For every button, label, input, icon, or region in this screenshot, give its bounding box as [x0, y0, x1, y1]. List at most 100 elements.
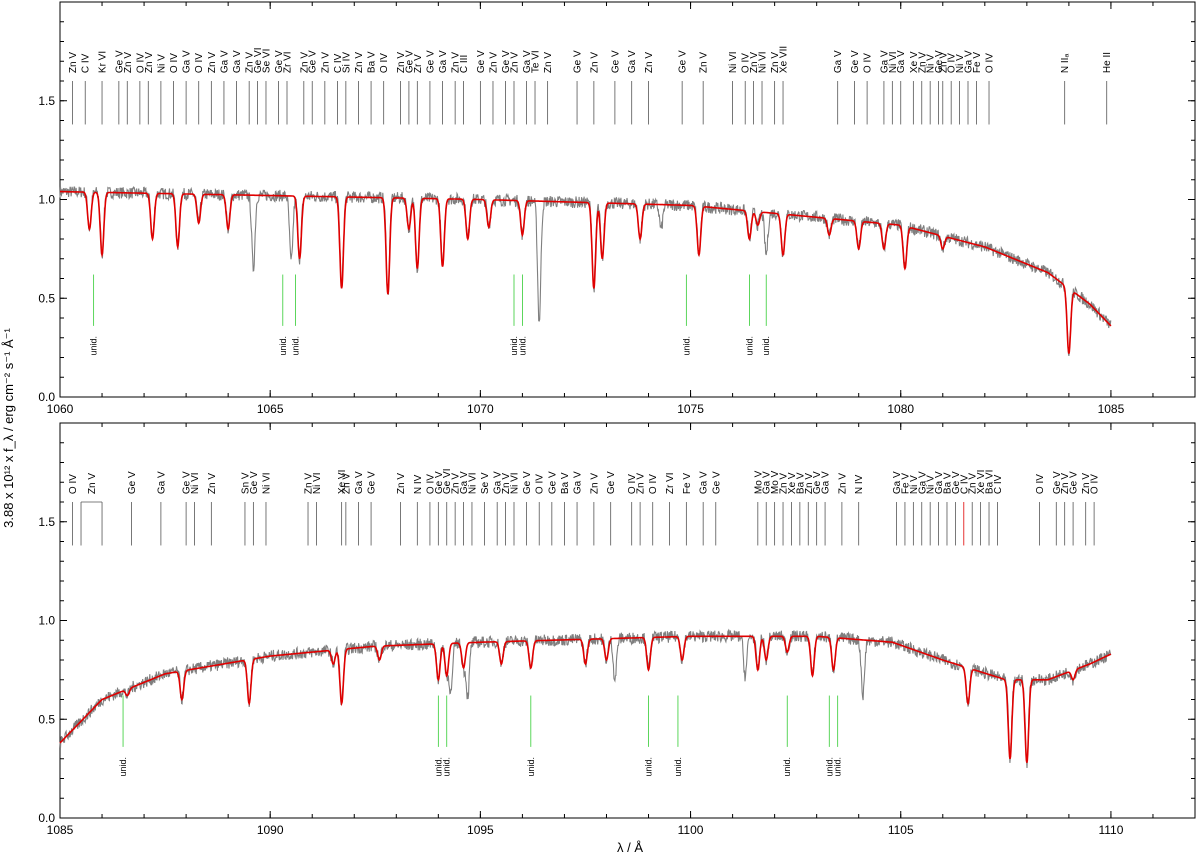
- unid-label: unid.: [681, 336, 691, 356]
- line-id-label: Ge V: [501, 50, 512, 73]
- unid-label: unid.: [509, 336, 519, 356]
- line-id-label: Ge V: [951, 471, 962, 494]
- x-tick-label: 1085: [47, 823, 74, 837]
- line-id-label: Ga V: [182, 50, 193, 73]
- unid-label: unid.: [517, 336, 527, 356]
- line-id-label: Zn V: [489, 52, 500, 73]
- line-id-label: Ga V: [438, 50, 449, 73]
- line-id-label: Zn V: [396, 52, 407, 73]
- line-id-label: Ba V: [367, 51, 378, 73]
- line-id-label: Ga V: [964, 50, 975, 73]
- unid-label: unid.: [89, 336, 99, 356]
- line-id-label: Zn V: [501, 473, 512, 494]
- line-id-label: He II: [1102, 52, 1113, 73]
- x-tick-label: 1090: [257, 823, 284, 837]
- line-id-label: Ge V: [606, 471, 617, 494]
- line-id-label: Ge V: [404, 50, 415, 73]
- line-id-label: Ni V: [926, 54, 937, 73]
- unid-label: unid.: [761, 336, 771, 356]
- unid-label: unid.: [118, 757, 128, 777]
- unid-label: unid.: [290, 336, 300, 356]
- model-spectrum-line: [59, 635, 1112, 763]
- line-id-label: Zn V: [968, 473, 979, 494]
- line-id-label: Se V: [480, 472, 491, 494]
- line-id-label: Ge VI: [442, 469, 453, 495]
- line-id-label: Ni VI: [312, 472, 323, 494]
- line-id-label: Zr VI: [665, 472, 676, 494]
- line-id-label: Ge V: [547, 471, 558, 494]
- line-id-label: Kr VI: [98, 51, 109, 73]
- line-id-label: Zn V: [207, 473, 218, 494]
- line-id-label: Ba V: [560, 472, 571, 494]
- line-id-label: Ni VI: [888, 51, 899, 73]
- x-axis-label: λ / Å: [617, 840, 643, 855]
- line-id-label: O IV: [194, 53, 205, 73]
- unid-label: unid.: [278, 336, 288, 356]
- line-id-label: Zn V: [144, 52, 155, 73]
- line-id-label: O IV: [863, 53, 874, 73]
- y-tick-label: 0.0: [38, 390, 55, 404]
- line-id-label: Ni V: [156, 54, 167, 73]
- x-tick-label: 1080: [887, 402, 914, 416]
- line-id-label: Zn V: [636, 473, 647, 494]
- line-id-label: Ni VI: [510, 472, 521, 494]
- line-id-label: Mo V: [770, 470, 781, 494]
- line-id-label: Ge V: [476, 50, 487, 73]
- line-id-label: Ge V: [434, 471, 445, 494]
- line-id-label: Zn V: [299, 52, 310, 73]
- line-id-label: Zn V: [207, 52, 218, 73]
- line-id-label: Zn V: [699, 52, 710, 73]
- line-id-label: Xe VI: [337, 470, 348, 494]
- line-id-label: Zn V: [451, 473, 462, 494]
- line-id-label: Zn V: [1060, 473, 1071, 494]
- panel-bottom: 1085 1090 1095 1100 1105 1110 0.0 0.5 1.0 1.5 O IV…: [38, 422, 1196, 837]
- line-id-label: Ge V: [274, 50, 285, 73]
- line-id-label: C III: [459, 55, 470, 73]
- line-id-label: Ge VI: [253, 48, 264, 74]
- x-tick-label: 1070: [467, 402, 494, 416]
- line-id-label: Ge V: [182, 471, 193, 494]
- y-tick-label: 0.0: [38, 811, 55, 825]
- line-id-label: Zn V: [804, 473, 815, 494]
- x-tick-label: 1065: [257, 402, 284, 416]
- line-id-label: Ge V: [1069, 471, 1080, 494]
- line-id-label: Ge V: [425, 50, 436, 73]
- line-id-label: Ge V: [308, 50, 319, 73]
- line-id-label: Zn V: [749, 52, 760, 73]
- line-id-label: Xe VII: [779, 46, 790, 73]
- line-id-label: Zn V: [341, 473, 352, 494]
- y-tick-label: 1.0: [38, 614, 55, 628]
- line-id-label: O IV: [535, 474, 546, 494]
- line-id-label: Fe V: [972, 52, 983, 73]
- line-id-label: Ga V: [821, 471, 832, 494]
- line-id-label: Zr VI: [283, 51, 294, 73]
- line-id-label: Se VI: [262, 49, 273, 73]
- line-id-label: Zn V: [644, 52, 655, 73]
- line-id-label: Fe V: [900, 473, 911, 494]
- line-id-label: Mo V: [753, 470, 764, 494]
- unid-label: unid.: [644, 757, 654, 777]
- line-id-label: O IV: [1090, 474, 1101, 494]
- line-id-label: Ga V: [459, 471, 470, 494]
- line-id-label: Ba V: [943, 472, 954, 494]
- unid-label: unid.: [673, 757, 683, 777]
- unid-label: unid.: [744, 336, 754, 356]
- line-id-label: Zn V: [543, 52, 554, 73]
- line-id-label: O IV: [1035, 474, 1046, 494]
- line-id-label: O IV: [169, 53, 180, 73]
- line-id-label: Ga V: [493, 471, 504, 494]
- line-id-label: Ge V: [114, 50, 125, 73]
- line-id-label: Ge V: [522, 471, 533, 494]
- line-id-label: Xe VI: [976, 470, 987, 494]
- x-tick-label: 1075: [677, 402, 704, 416]
- line-id-label: O IV: [425, 474, 436, 494]
- line-id-label: Ga V: [699, 471, 710, 494]
- line-id-label: Zr V: [413, 54, 424, 73]
- line-id-label: Xe V: [787, 472, 798, 494]
- y-axis-label: 3.88 x 10¹² x f_λ / erg cm⁻² s⁻¹ Å⁻¹: [1, 327, 16, 527]
- line-id-label: Zn V: [123, 52, 134, 73]
- unid-label: unid.: [526, 757, 536, 777]
- line-id-label: Ga V: [879, 50, 890, 73]
